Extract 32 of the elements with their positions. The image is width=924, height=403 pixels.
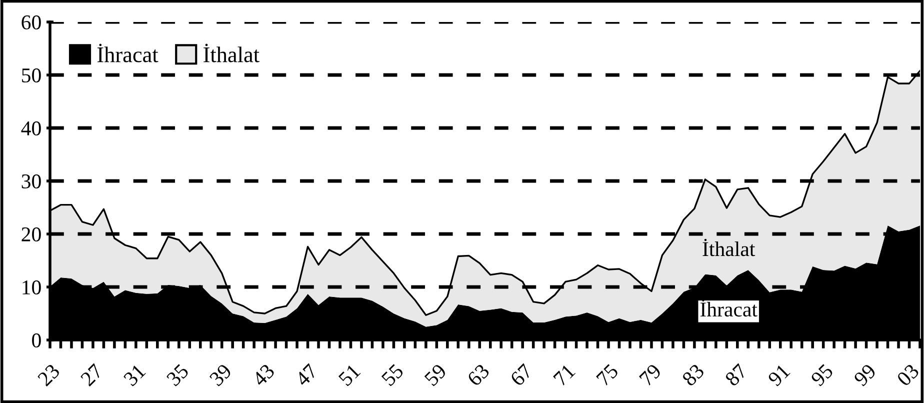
x-tick-label: 67	[510, 363, 534, 387]
x-tick-label: 71	[552, 364, 576, 386]
x-tick-label: 75	[596, 363, 619, 386]
x-tick-label: 95	[810, 363, 834, 387]
x-tick-label: 31	[123, 364, 146, 387]
y-tick-label: 60	[22, 15, 41, 30]
x-tick-label: 83	[681, 363, 705, 387]
x-tick-label: 55	[381, 363, 404, 386]
y-tick-label: 10	[22, 280, 41, 294]
annotation: İhracat	[700, 299, 758, 317]
x-tick-label: 43	[252, 363, 276, 388]
legend-label: İhracat	[97, 44, 158, 62]
x-tick-label: 59	[424, 363, 448, 386]
x-tick-label: 51	[338, 364, 361, 386]
x-tick-label: 87	[724, 363, 748, 387]
x-tick-label: 27	[80, 363, 104, 387]
x-tick-label: 23	[37, 363, 60, 387]
y-tick-label: 20	[22, 227, 41, 242]
x-tick-label: 39	[208, 363, 232, 387]
x-tick-label: 91	[767, 364, 791, 387]
x-tick-label: 35	[166, 363, 190, 387]
y-tick-label: 30	[22, 174, 41, 188]
legend-label: İthalat	[204, 44, 260, 62]
x-tick-label: 79	[638, 363, 662, 386]
annotation: İthalat	[702, 238, 756, 256]
y-tick-label: 50	[22, 68, 41, 82]
x-tick-label: 03	[896, 363, 920, 387]
y-tick-label: 40	[21, 121, 41, 136]
x-tick-label: 63	[466, 363, 490, 387]
x-tick-label: 47	[294, 363, 318, 387]
y-tick-label: 0	[32, 333, 41, 348]
x-tick-label: 99	[853, 363, 877, 387]
